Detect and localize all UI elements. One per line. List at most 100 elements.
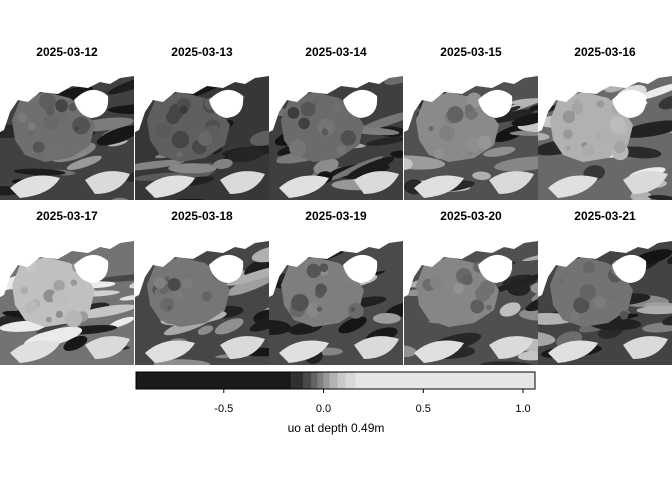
current-streak [108,316,134,328]
current-streak [483,146,516,157]
island [74,254,109,283]
current-streak [530,282,538,295]
land-north [538,70,672,132]
island [478,89,513,118]
eddy [611,295,616,300]
eddy [558,278,563,283]
eddy [17,112,27,123]
current-streak [226,270,269,296]
current-streak [249,130,269,146]
colorbar-bin [303,372,312,389]
eddy [154,289,161,295]
bright-current [145,175,195,198]
eddy [38,92,56,110]
island [343,89,378,118]
eddy [573,297,590,314]
panel-date-label: 2025-03-18 [171,209,233,223]
eddy [429,275,443,289]
land-north [0,235,134,297]
current-streak [658,95,672,110]
current-streak [538,132,550,141]
current-streak [494,156,538,172]
eddy [619,310,629,320]
land-north [135,235,269,297]
eddy [332,101,344,113]
eddy [582,144,595,157]
eddy [45,316,52,323]
current-streak [517,349,538,361]
bright-current [10,340,60,363]
map-panel [538,235,672,365]
eddy [479,280,496,296]
eddy [38,151,43,156]
eddy [340,130,356,146]
eddy [446,106,464,123]
current-streak [63,335,88,351]
eddy [176,151,183,158]
panel-date-label: 2025-03-15 [440,45,502,59]
bright-current [548,340,598,363]
panel-date-label: 2025-03-19 [305,209,367,223]
current-streak [329,156,384,181]
eddy [32,141,45,153]
eddy [287,107,300,119]
eddy [596,100,605,108]
current-streak [384,70,403,85]
eddy [321,128,329,136]
current-streak [538,330,556,347]
current-streak [214,318,244,335]
eddy [197,131,213,146]
eddy [313,99,319,106]
current-streak [171,198,207,200]
eddy [24,300,38,314]
map-panel [135,70,269,200]
bright-current [414,175,464,198]
map-panel [0,70,134,200]
current-streak [480,361,535,365]
eddy [48,145,61,158]
eddy [462,274,473,286]
bright-current [85,171,130,194]
current-streak [617,146,662,159]
eddy [53,279,65,292]
panel-date-label: 2025-03-20 [440,209,502,223]
colorbar-frame [135,371,536,390]
map-panel [404,70,538,200]
eddy [306,302,320,317]
colorbar-bin [291,372,304,389]
eddy [315,283,327,296]
eddy [74,126,80,131]
eddy [562,110,576,124]
bright-current [145,340,195,363]
eddy [347,302,364,319]
eddy [609,116,626,132]
map-panel [0,235,134,365]
current-streak [511,112,538,127]
current-streak [522,247,538,262]
eddy [155,122,172,139]
bright-current [354,171,399,194]
eddy [27,130,34,137]
current-streak [197,325,214,335]
eddy [298,117,310,130]
map-panel [538,70,672,200]
current-streak [472,171,491,181]
current-streak [499,302,521,317]
eddy [291,293,309,312]
current-streak [249,311,269,332]
eddy [52,290,68,306]
eddy [166,110,180,125]
eddy [173,289,184,300]
eddy [477,135,492,150]
panel-date-label: 2025-03-13 [171,45,233,59]
eddy [55,99,68,113]
panel-date-label: 2025-03-21 [574,209,636,223]
panel-date-label: 2025-03-12 [36,45,98,59]
current-streak [313,158,339,175]
current-streak [269,319,292,335]
current-streak [485,272,538,295]
current-streak [404,158,413,171]
land-north [0,70,134,132]
current-streak [390,150,403,159]
